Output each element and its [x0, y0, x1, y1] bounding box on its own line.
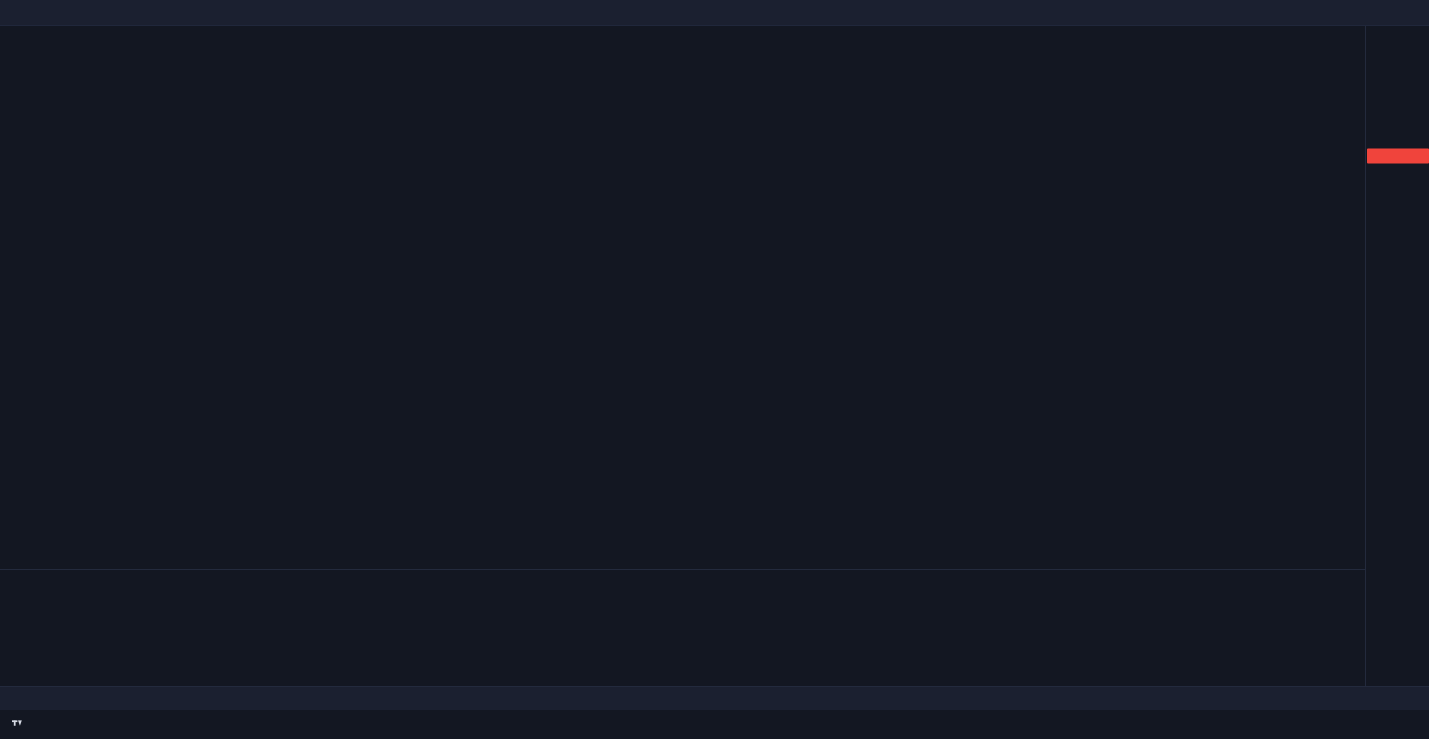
tradingview-logo-icon [12, 720, 22, 726]
time-scale-axis[interactable] [0, 686, 1429, 710]
publisher-bar [0, 0, 1429, 26]
price-pane[interactable] [0, 26, 1365, 566]
price-plot [0, 26, 1365, 566]
last-price-badge [1367, 148, 1429, 164]
rsi-plot [0, 570, 1365, 686]
symbol-legend [0, 26, 1429, 44]
rsi-pane[interactable] [0, 569, 1365, 686]
brand-bar [0, 710, 1429, 739]
chart-area[interactable] [0, 26, 1365, 686]
price-scale-axis[interactable] [1365, 26, 1429, 686]
